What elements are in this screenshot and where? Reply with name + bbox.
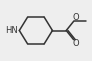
Text: HN: HN <box>6 26 18 35</box>
Text: O: O <box>72 39 79 48</box>
Text: O: O <box>72 13 79 22</box>
